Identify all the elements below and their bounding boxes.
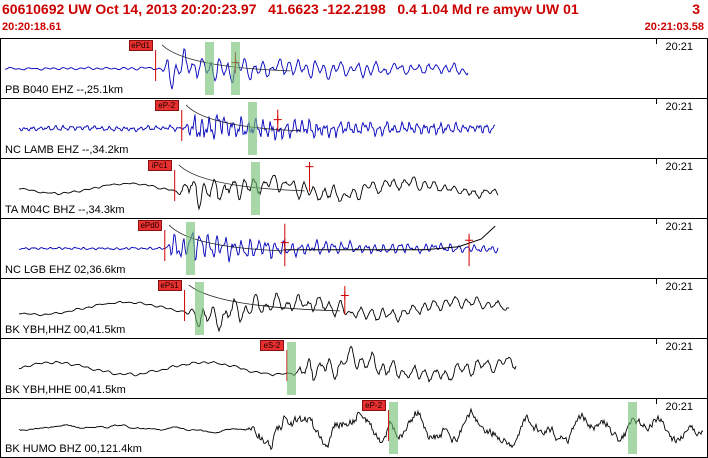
time-label: 20:21	[665, 401, 693, 413]
coda-window-band	[287, 342, 297, 395]
coda-window-band	[205, 42, 215, 95]
coda-window-band	[185, 222, 195, 275]
phase-pick-flag[interactable]: ePd1	[128, 40, 153, 51]
window-end-time: 20:21:03.58	[644, 21, 704, 33]
time-label: 20:21	[665, 161, 693, 173]
time-tick	[656, 159, 657, 164]
trace-row-bk-ybh-hhe: 20:21 BK YBH,HHE 00,41.5km eS-2	[1, 338, 707, 398]
amplitude-pick-cross	[280, 238, 289, 247]
seismogram-trace	[18, 345, 517, 383]
coda-decay-curve	[161, 44, 291, 72]
amplitude-pick-cross	[465, 236, 474, 245]
time-label: 20:21	[665, 41, 693, 53]
trace-row-ta-m04c-bhz: 20:21 TA M04C BHZ --,34.3km iPc1	[1, 158, 707, 218]
time-tick	[656, 39, 657, 44]
time-tick	[656, 279, 657, 284]
phase-pick-flag[interactable]: eP-2	[361, 400, 386, 411]
waveform[interactable]	[1, 219, 707, 278]
station-label: BK YBH,HHE 00,41.5km	[5, 384, 126, 396]
coda-window-band	[389, 402, 399, 454]
time-tick	[656, 339, 657, 344]
trace-row-bk-ybh-hhz: 20:21 BK YBH,HHZ 00,41.5km ePs1	[1, 278, 707, 338]
phase-pick-flag[interactable]: ePs1	[157, 280, 182, 291]
waveform[interactable]	[1, 399, 707, 458]
station-label: TA M04C BHZ --,34.3km	[5, 204, 125, 216]
station-label: BK HUMO BHZ 00,121.4km	[5, 443, 142, 455]
amplitude-pick-cross	[305, 162, 314, 171]
coda-decay-curve	[168, 224, 284, 252]
event-header: 60610692 UW Oct 14, 2013 20:20:23.97 41.…	[0, 0, 708, 38]
station-label: NC LAMB EHZ --,34.2km	[5, 144, 129, 156]
seismogram-trace	[18, 407, 704, 451]
coda-decay-curve	[185, 104, 302, 132]
time-tick	[656, 99, 657, 104]
amplitude-pick-cross	[340, 291, 349, 300]
trace-row-nc-lgb-ehz: 20:21 NC LGB EHZ 02,36.6km ePd0	[1, 218, 707, 278]
phase-pick-flag[interactable]: ePd0	[137, 220, 162, 231]
time-label: 20:21	[665, 341, 693, 353]
overlay-line	[283, 225, 496, 251]
station-label: BK YBH,HHZ 00,41.5km	[5, 324, 126, 336]
seismogram-trace	[18, 230, 499, 263]
waveform[interactable]	[1, 339, 707, 398]
trace-row-pb-b040-ehz: 20:21 PB B040 EHZ --,25.1km ePd1	[1, 38, 707, 98]
phase-pick-flag[interactable]: eS-2	[259, 340, 284, 351]
time-tick	[656, 399, 657, 404]
trace-row-bk-humo-bhz: 20:21 BK HUMO BHZ 00,121.4km eP-2	[1, 398, 707, 458]
time-tick	[656, 219, 657, 224]
phase-pick-flag[interactable]: eP-2	[154, 100, 179, 111]
time-label: 20:21	[665, 281, 693, 293]
seismogram-trace	[18, 292, 510, 333]
station-label: PB B040 EHZ --,25.1km	[5, 84, 123, 96]
time-label: 20:21	[665, 101, 693, 113]
station-label: NC LGB EHZ 02,36.6km	[5, 264, 126, 276]
coda-window-band	[230, 42, 240, 95]
coda-window-band	[247, 102, 257, 155]
window-start-time: 20:20:18.61	[2, 21, 62, 33]
waveform[interactable]	[1, 99, 707, 158]
seismogram-trace	[18, 113, 496, 141]
amplitude-pick-cross	[273, 115, 282, 124]
event-summary-title: 60610692 UW Oct 14, 2013 20:20:23.97 41.…	[2, 1, 579, 17]
page-indicator: 3	[692, 1, 700, 17]
time-label: 20:21	[665, 221, 693, 233]
trace-row-nc-lamb-ehz: 20:21 NC LAMB EHZ --,34.2km eP-2	[1, 98, 707, 158]
coda-window-band	[627, 402, 637, 454]
coda-decay-curve	[178, 164, 305, 192]
coda-window-band	[250, 162, 260, 215]
phase-pick-flag[interactable]: iPc1	[147, 160, 172, 171]
seismogram-panels: 20:21 PB B040 EHZ --,25.1km ePd1 20:21 N…	[0, 38, 708, 458]
coda-window-band	[194, 282, 204, 335]
